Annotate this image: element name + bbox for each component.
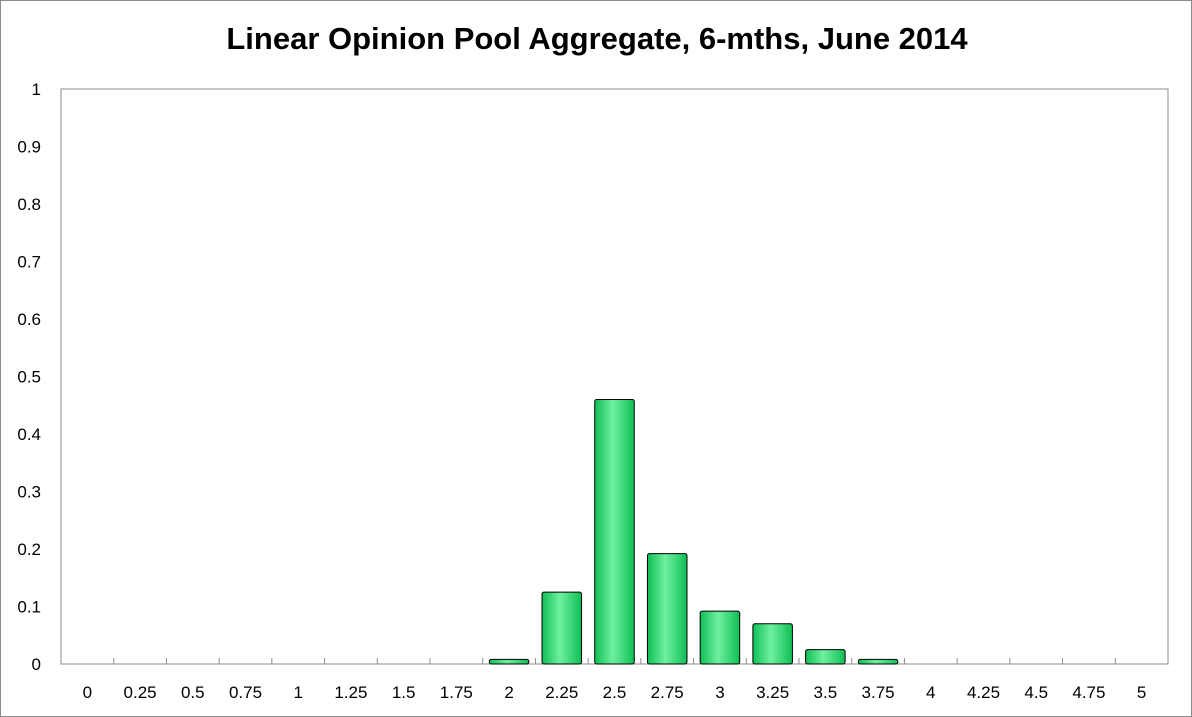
y-tick-label: 0.6 — [17, 310, 41, 329]
x-tick-label: 4.5 — [1024, 683, 1048, 702]
x-tick-label: 3 — [715, 683, 724, 702]
bars — [488, 399, 899, 665]
x-tick-label: 4.25 — [967, 683, 1000, 702]
x-tick-label: 2.5 — [603, 683, 627, 702]
bar-3.5 — [805, 649, 846, 665]
x-tick-label: 0.75 — [229, 683, 262, 702]
bar-2 — [488, 658, 530, 665]
bar-2.75 — [646, 553, 688, 665]
y-tick-label: 0.7 — [17, 253, 41, 272]
y-tick-label: 0.1 — [17, 598, 41, 617]
x-tick-label: 2 — [504, 683, 513, 702]
bar-3.75 — [857, 658, 899, 665]
y-tick-label: 0.5 — [17, 368, 41, 387]
x-axis: 0 0.25 0.5 0.75 1 1.25 1.5 1.75 2 2.25 2.5 2.75 3 3.2… — [83, 658, 1146, 702]
y-tick-label: 0.2 — [17, 540, 41, 559]
x-tick-label: 2.25 — [545, 683, 578, 702]
chart-title: Linear Opinion Pool Aggregate, 6-mths, J… — [226, 21, 968, 56]
x-tick-label: 0 — [83, 683, 92, 702]
x-tick-label: 1.75 — [440, 683, 473, 702]
y-tick-label: 0.3 — [17, 483, 41, 502]
x-tick-label: 3.5 — [814, 683, 838, 702]
x-tick-label: 3.25 — [756, 683, 789, 702]
y-tick-label: 0.4 — [17, 425, 41, 444]
x-tick-label: 1.5 — [392, 683, 416, 702]
x-tick-label: 1 — [293, 683, 302, 702]
x-tick-label: 0.5 — [181, 683, 205, 702]
x-tick-label: 2.75 — [651, 683, 684, 702]
x-tick-label: 1.25 — [334, 683, 367, 702]
x-tick-label: 4 — [926, 683, 935, 702]
y-axis: 0 0.1 0.2 0.3 0.4 0.5 0.6 0.7 0.8 0.9 1 — [17, 80, 41, 674]
x-tick-label: 5 — [1137, 683, 1146, 702]
x-tick-label: 3.75 — [862, 683, 895, 702]
y-tick-label: 0.8 — [17, 195, 41, 214]
y-tick-label: 1 — [32, 80, 41, 99]
y-tick-label: 0.9 — [17, 138, 41, 157]
x-tick-label: 0.25 — [124, 683, 157, 702]
bar-2.5 — [594, 399, 635, 665]
bar-3 — [699, 610, 741, 665]
y-tick-label: 0 — [32, 655, 41, 674]
x-tick-label: 4.75 — [1072, 683, 1105, 702]
bar-3.25 — [752, 623, 793, 665]
bar-2.25 — [541, 591, 583, 665]
